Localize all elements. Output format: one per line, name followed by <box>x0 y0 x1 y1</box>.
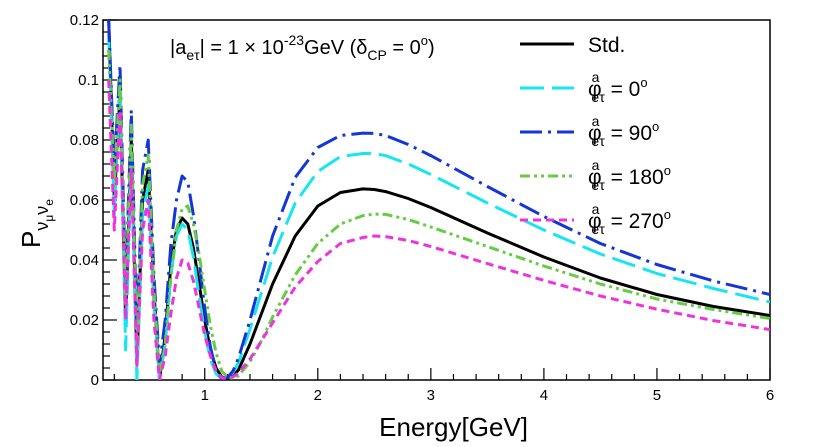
y-ticks: 0 0.02 0.04 0.06 0.08 0.1 0.12 <box>70 12 117 389</box>
x-tick-label: 2 <box>314 387 322 404</box>
svg-text:Pνμνe: Pνμνe <box>16 199 56 248</box>
y-tick-label: 0.1 <box>78 72 99 89</box>
y-tick-label: 0.04 <box>70 252 99 269</box>
y-tick-label: 0.02 <box>70 312 99 329</box>
series-line-phi270 <box>107 79 770 380</box>
y-tick-label: 0.12 <box>70 12 99 29</box>
series-line-Std. <box>107 20 770 380</box>
legend-label-phi90: φa eτ = 90o <box>588 113 659 149</box>
legend-label-phi0: φa eτ = 0o <box>588 69 648 105</box>
y-tick-label: 0.06 <box>70 192 99 209</box>
legend: Std. φa eτ = 0o φa eτ = 90o φa eτ = 180o φa eτ =… <box>520 34 671 237</box>
annotation-text: |aeτ| = 1 × 10-23GeV (δCP = 0o) <box>170 32 435 63</box>
legend-label-phi180: φa eτ = 180o <box>588 157 671 193</box>
series-group <box>107 20 770 380</box>
series-line-phi90 <box>107 20 770 380</box>
legend-label-phi270: φa eτ = 270o <box>588 201 671 237</box>
x-tick-label: 4 <box>540 387 548 404</box>
series-line-phi180 <box>107 49 770 380</box>
x-tick-label: 6 <box>766 387 774 404</box>
y-axis-title: Pνμνe <box>16 199 56 248</box>
x-ticks: 1 2 3 4 5 6 <box>113 368 774 404</box>
legend-label-Std.: Std. <box>588 34 625 57</box>
x-tick-label: 5 <box>653 387 661 404</box>
y-tick-label: 0 <box>91 372 99 389</box>
x-tick-label: 1 <box>201 387 209 404</box>
y-tick-label: 0.08 <box>70 132 99 149</box>
x-tick-label: 3 <box>427 387 435 404</box>
x-axis-title: Energy[GeV] <box>379 412 528 442</box>
